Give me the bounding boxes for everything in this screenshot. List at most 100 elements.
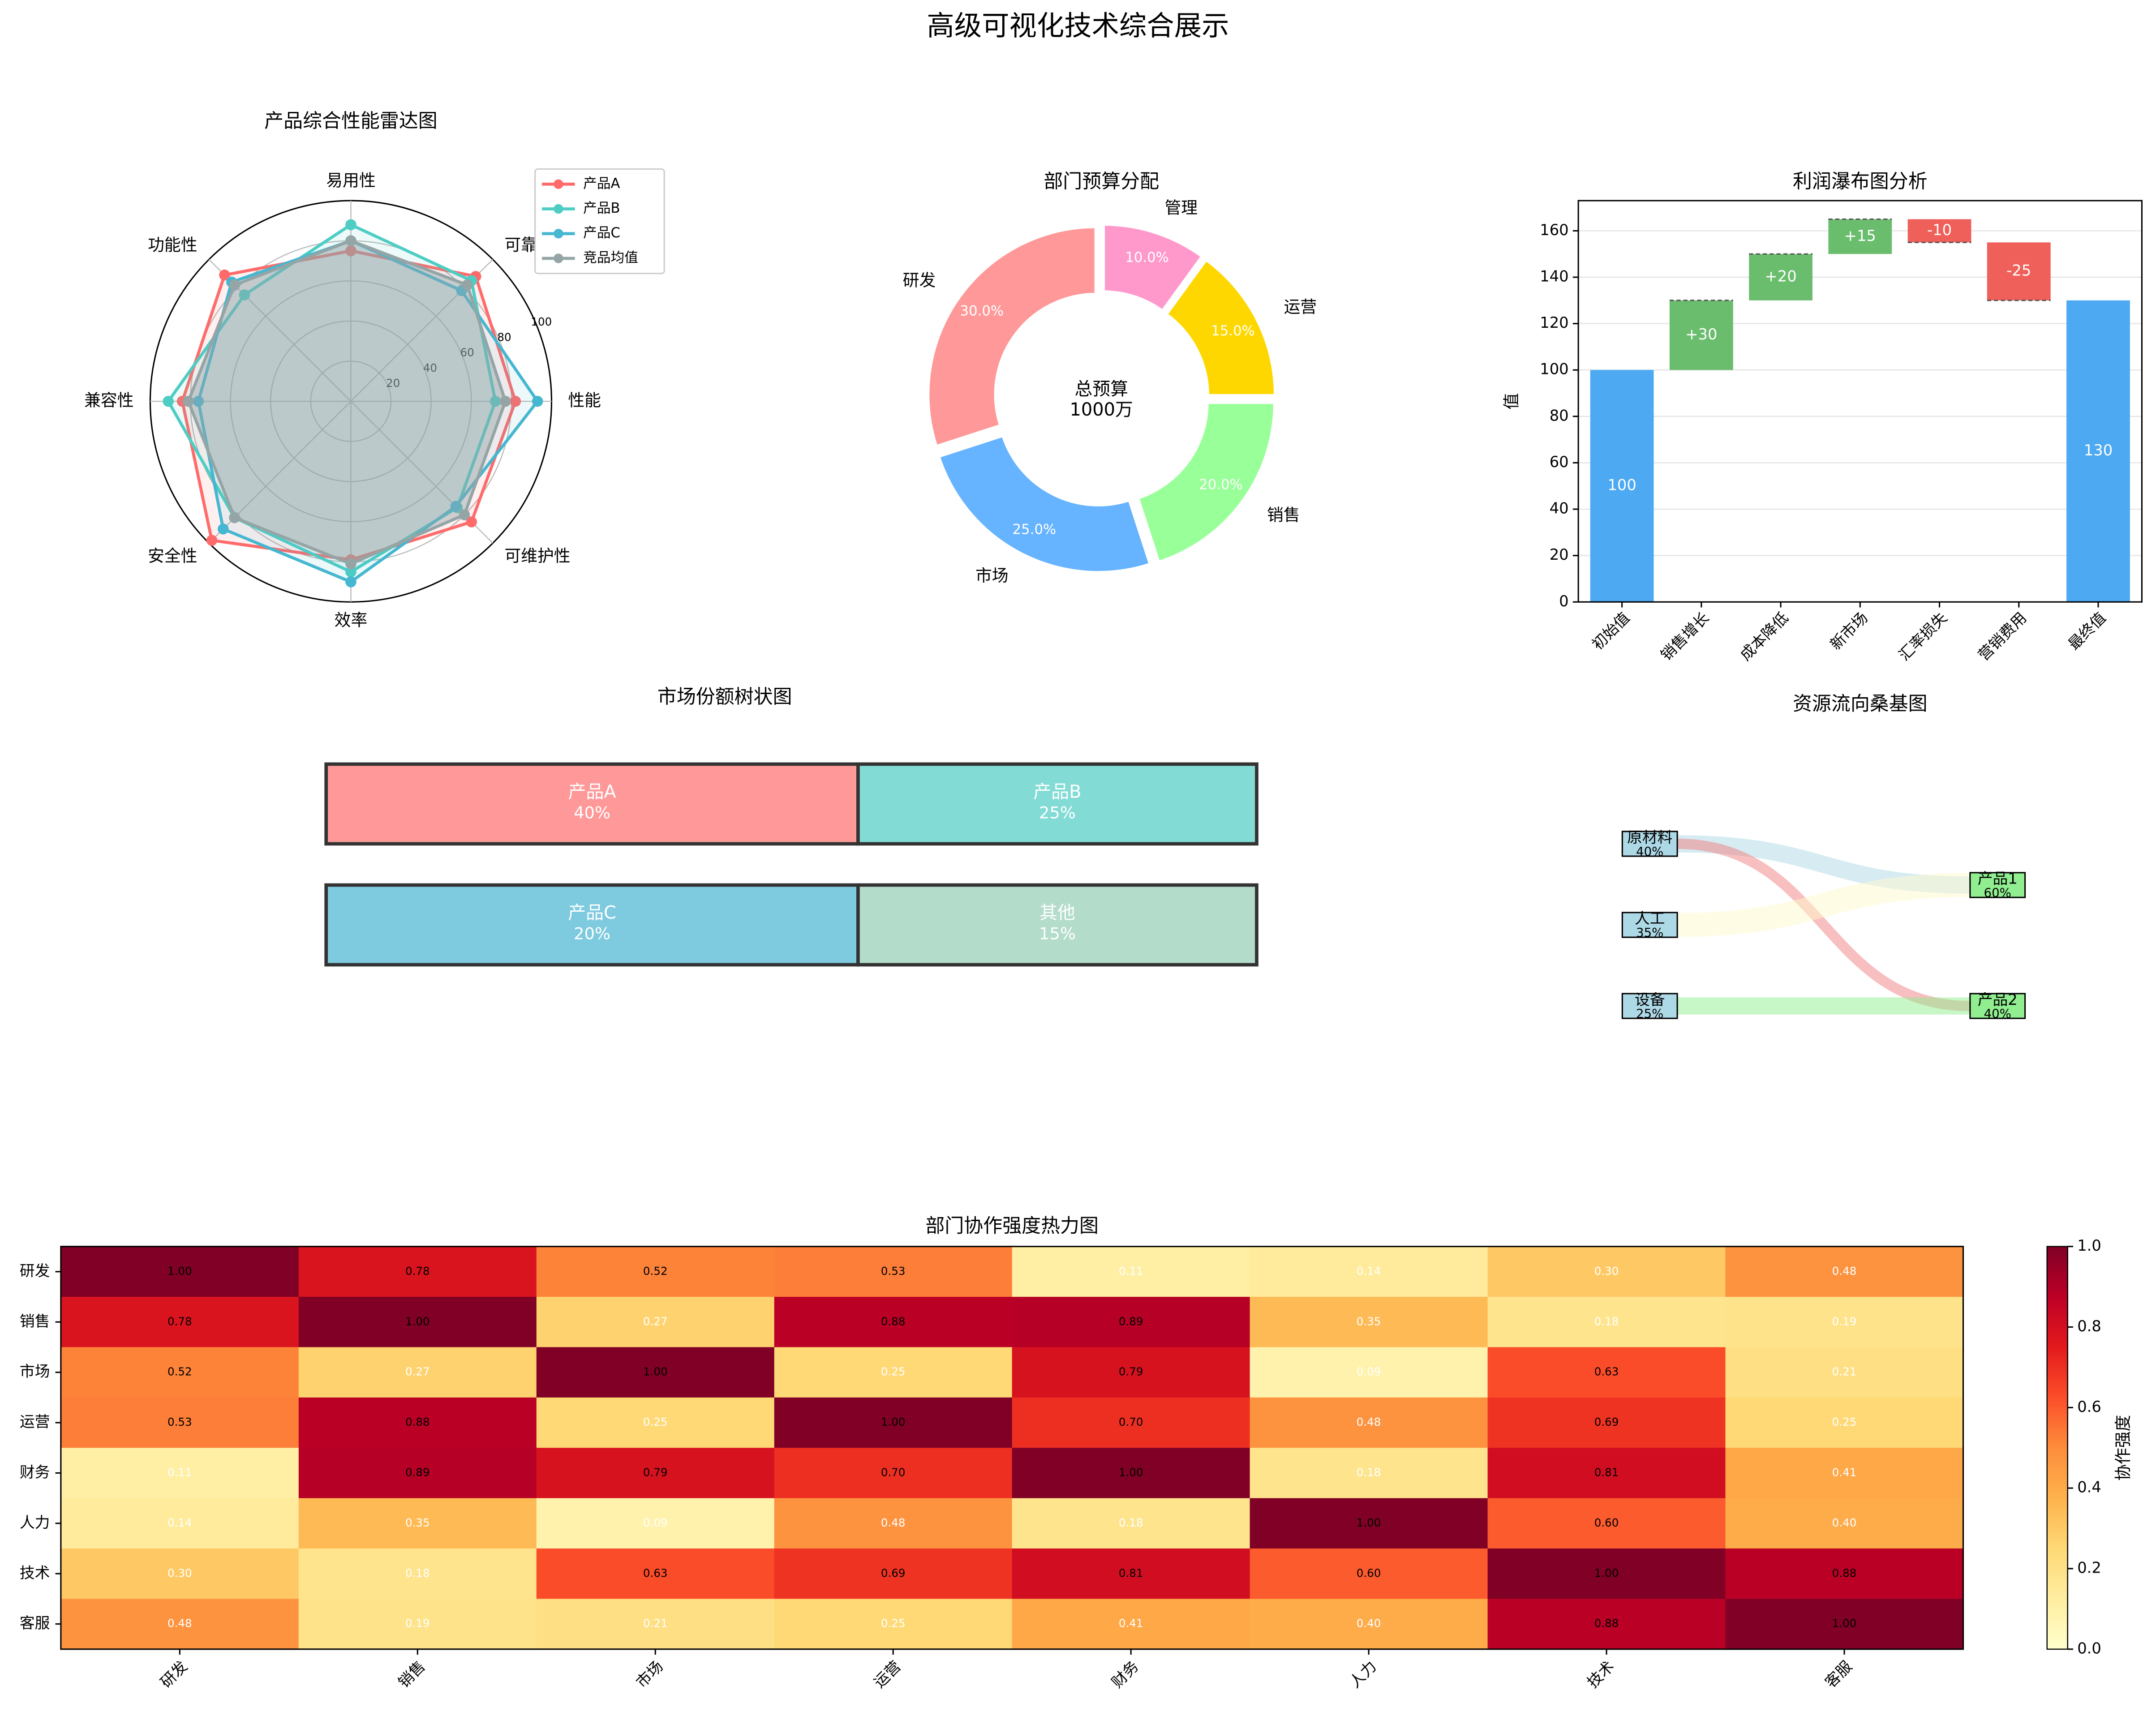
donut-wedge (937, 434, 1152, 574)
wedge-label: 销售 (1267, 506, 1300, 525)
heatmap-cell (1725, 1498, 1964, 1549)
colorbar-tick-label: 0.6 (2077, 1398, 2101, 1415)
cell-value: 20% (574, 924, 610, 943)
y-tick-label: 140 (1540, 268, 1568, 285)
cell-label: 1.00 (1594, 1566, 1619, 1579)
radar-point (345, 566, 356, 578)
row-label: 研发 (20, 1262, 50, 1279)
heatmap-cell (298, 1498, 537, 1549)
heatmap-cell (1250, 1548, 1489, 1600)
cell-label: 0.25 (881, 1617, 906, 1630)
sankey-node (1969, 872, 2026, 898)
cell-label: 0.35 (1357, 1315, 1381, 1328)
heatmap-cell (1012, 1347, 1251, 1398)
heatmap-cell (536, 1599, 775, 1650)
cell-label: 1.00 (167, 1265, 192, 1278)
heatmap-cell (60, 1548, 300, 1600)
node-label: 产品1 (1978, 870, 2018, 888)
radar-point (229, 512, 240, 523)
cell-label: 0.78 (405, 1265, 430, 1278)
r-tick-label: 100 (531, 315, 552, 328)
chart-title: 部门预算分配 (1044, 171, 1159, 193)
cell-label: 0.21 (1832, 1365, 1857, 1378)
heatmap-cell (774, 1498, 1013, 1549)
heatmap-cell (1250, 1448, 1489, 1499)
cell-label: 0.21 (643, 1617, 668, 1630)
cell-label: 1.00 (1357, 1516, 1381, 1529)
cell-label: 0.48 (881, 1516, 906, 1529)
cell-label: 1.00 (1832, 1617, 1857, 1630)
cell-label: 1.00 (405, 1315, 430, 1328)
sankey-node (1621, 993, 1678, 1019)
cell-label: 0.11 (1119, 1265, 1143, 1278)
heatmap-cell (60, 1347, 300, 1398)
radar-point (163, 395, 174, 407)
category-label: 易用性 (326, 171, 375, 190)
heatmap-cell (1725, 1347, 1964, 1398)
heatmap-cell (1250, 1347, 1489, 1398)
legend-marker (554, 179, 563, 189)
legend-box (534, 168, 665, 274)
donut-wedge (1136, 401, 1276, 564)
radar-point (510, 395, 521, 407)
value-label: +20 (1765, 268, 1796, 285)
heatmap-cell (298, 1448, 537, 1499)
y-tick-label: 60 (1550, 453, 1569, 471)
node-label: 产品2 (1978, 991, 2018, 1008)
cell-label: 0.48 (167, 1617, 192, 1630)
cell-label: 0.53 (881, 1265, 906, 1278)
radar-point (345, 558, 356, 570)
heatmap-cell (1725, 1246, 1964, 1298)
bar (1907, 219, 1971, 243)
chart-title: 利润瀑布图分析 (1793, 171, 1928, 193)
legend-label: 产品B (583, 201, 620, 216)
category-label: 性能 (568, 391, 601, 410)
radar-point (450, 501, 462, 512)
sankey-node (1621, 912, 1678, 938)
heatmap-cell (298, 1297, 537, 1348)
value-label: +15 (1844, 227, 1876, 244)
row-label: 人力 (20, 1514, 50, 1531)
wedge-percent: 10.0% (1125, 250, 1169, 266)
treemap-cell (324, 883, 860, 967)
chart-title: 部门协作强度热力图 (925, 1215, 1099, 1237)
category-label: 功能性 (148, 235, 197, 254)
heatmap-cell (1487, 1548, 1727, 1600)
cell-label: 0.18 (1594, 1315, 1619, 1328)
radar-point (345, 235, 356, 246)
page-title: 高级可视化技术综合展示 (927, 10, 1229, 42)
chart-title: 市场份额树状图 (657, 686, 792, 708)
colorbar-tick-label: 0.4 (2077, 1479, 2101, 1496)
cell-label: 1.00 (881, 1415, 906, 1428)
cell-label: 0.70 (1119, 1415, 1143, 1428)
node-value: 60% (1984, 885, 2011, 900)
cell-label: 0.11 (167, 1466, 192, 1479)
cell-label: 0.09 (1357, 1365, 1381, 1378)
heatmap-cell (1250, 1246, 1489, 1298)
heatmap-cell (1487, 1246, 1727, 1298)
cell-label: 0.52 (167, 1365, 192, 1378)
cell-label: 1.00 (1119, 1466, 1143, 1479)
heatmap-cell (1012, 1397, 1251, 1449)
cell-label: 0.88 (405, 1415, 430, 1428)
heatmap-cell (774, 1347, 1013, 1398)
wedge-percent: 15.0% (1211, 323, 1255, 339)
heatmap-cell (1250, 1599, 1489, 1650)
cell-label: 0.18 (1357, 1466, 1381, 1479)
cell-value: 40% (574, 803, 610, 822)
cell-label: 1.00 (643, 1365, 668, 1378)
heatmap-cell (1487, 1498, 1727, 1549)
heatmap-cell (1012, 1246, 1251, 1298)
plot-frame (60, 1246, 1964, 1650)
cell-label: 0.25 (1832, 1415, 1857, 1428)
node-value: 25% (1636, 1006, 1663, 1021)
cell-label: 0.40 (1832, 1516, 1857, 1529)
bar (1828, 219, 1892, 254)
node-value: 40% (1984, 1006, 2011, 1021)
heatmap-cell (60, 1498, 300, 1549)
heatmap-cell (1487, 1297, 1727, 1348)
cell-label: 0.30 (1594, 1265, 1619, 1278)
radar-point (500, 395, 511, 407)
heatmap-cell (298, 1347, 537, 1398)
cell-label: 0.78 (167, 1315, 192, 1328)
